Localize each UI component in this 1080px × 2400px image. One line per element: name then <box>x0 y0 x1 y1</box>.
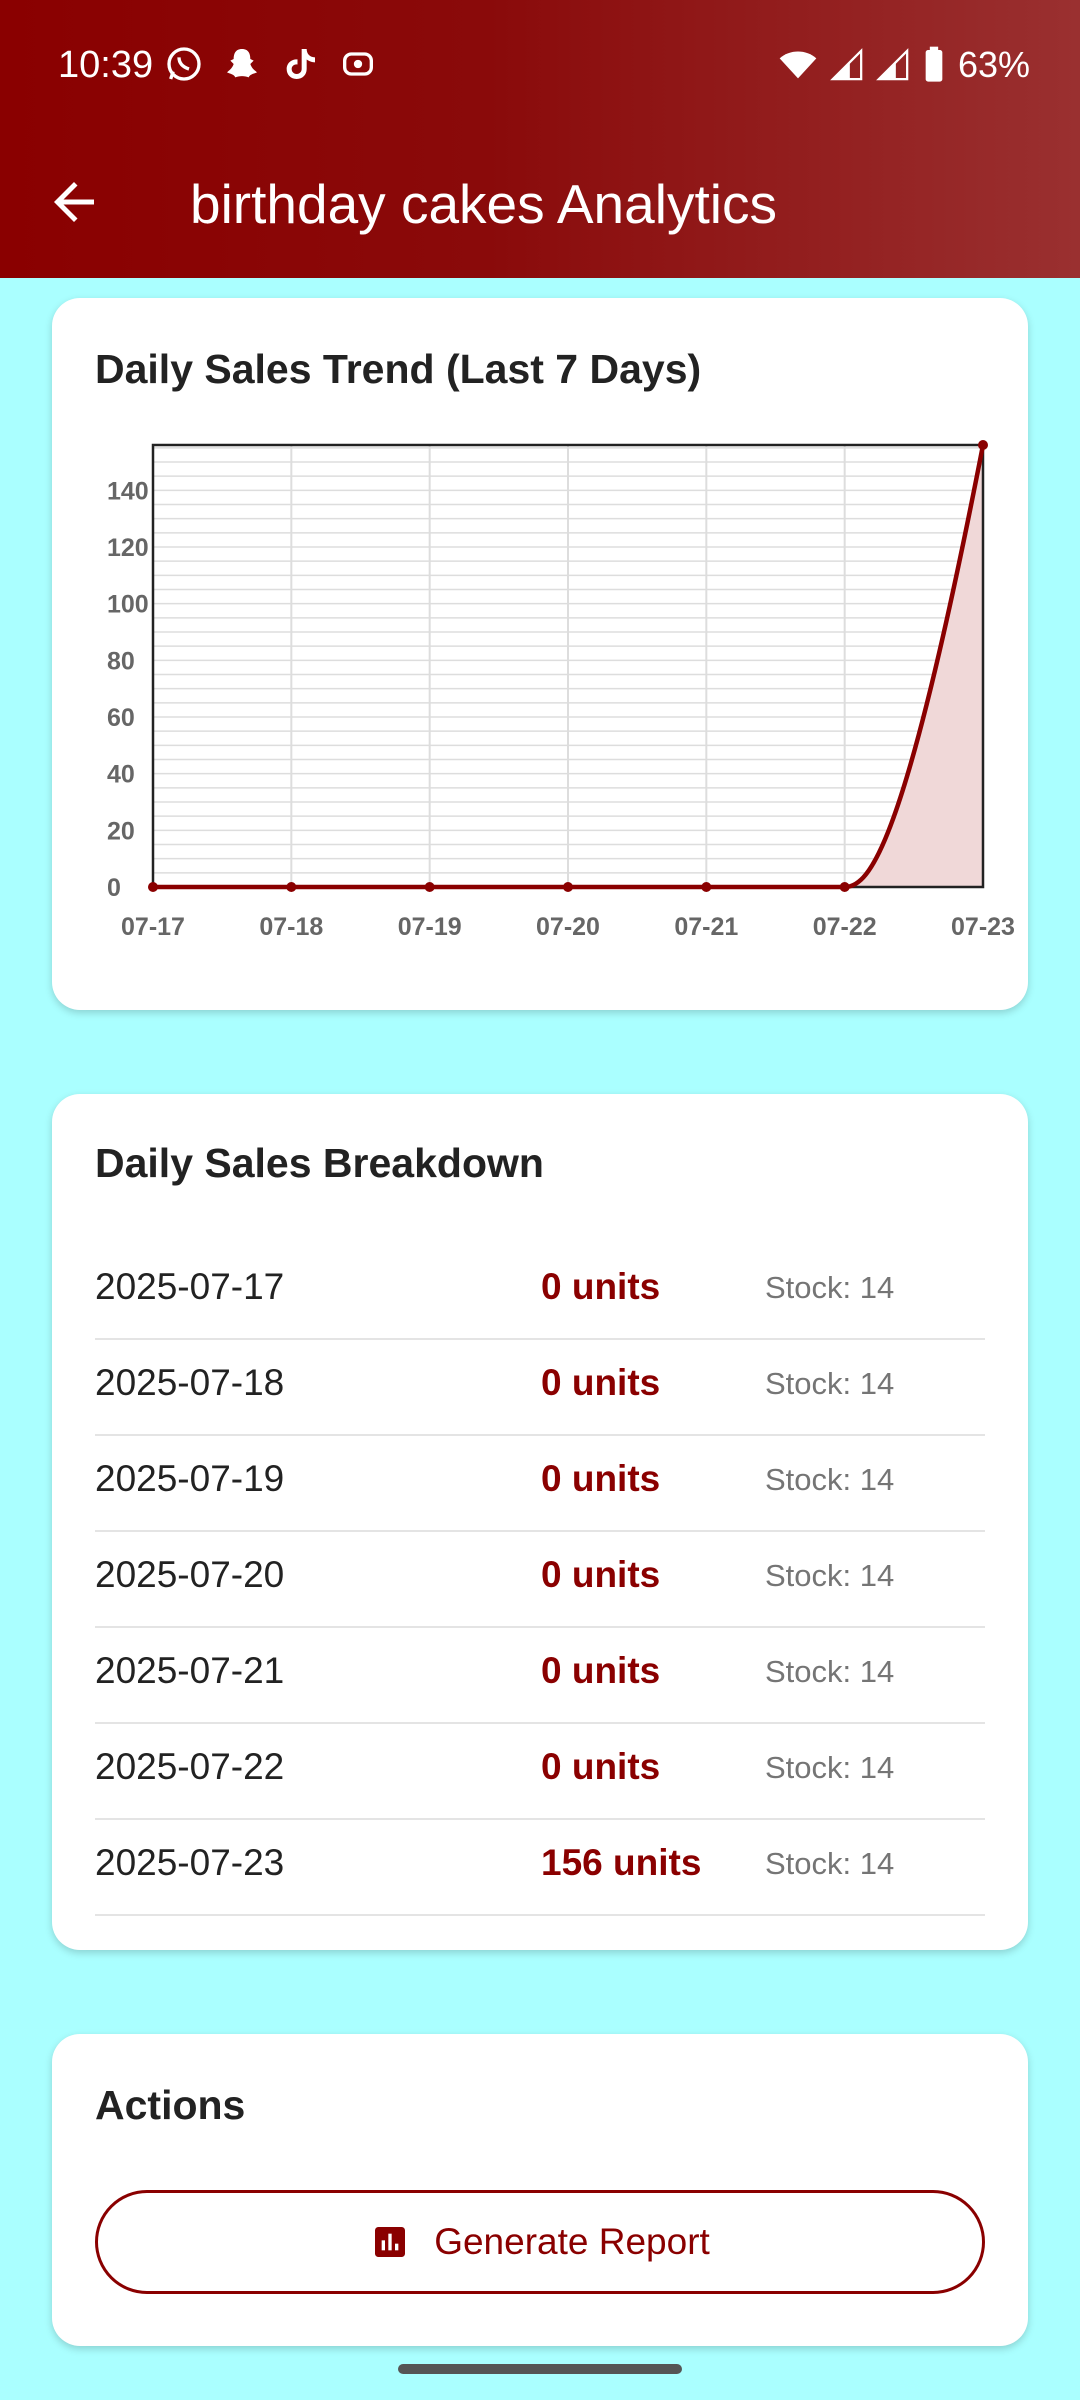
breakdown-title: Daily Sales Breakdown <box>95 1140 544 1186</box>
row-units: 0 units <box>541 1650 661 1691</box>
row-date: 2025-07-20 <box>95 1554 285 1595</box>
whatsapp-icon <box>167 47 201 81</box>
row-units: 0 units <box>541 1266 661 1307</box>
y-tick-label: 40 <box>107 761 135 789</box>
data-point <box>148 882 158 892</box>
wifi-icon <box>779 51 817 79</box>
battery-icon <box>925 46 943 82</box>
data-point <box>978 440 988 450</box>
x-tick-label: 07-18 <box>259 913 323 941</box>
data-point <box>424 882 435 892</box>
data-point <box>563 882 573 892</box>
list-item: 2025-07-18 0 units Stock: 14 <box>95 1340 985 1436</box>
row-date: 2025-07-17 <box>95 1266 285 1307</box>
x-tick-label: 07-20 <box>536 913 600 941</box>
bar-chart-icon <box>375 2227 406 2257</box>
row-date: 2025-07-18 <box>95 1362 285 1403</box>
y-tick-label: 0 <box>107 874 121 902</box>
chart-title: Daily Sales Trend (Last 7 Days) <box>95 346 702 392</box>
row-stock: Stock: 14 <box>765 1750 895 1785</box>
list-item: 2025-07-23 156 units Stock: 14 <box>95 1820 985 1916</box>
row-date: 2025-07-19 <box>95 1458 285 1499</box>
status-bar: 10:39 <box>0 0 1080 130</box>
row-date: 2025-07-21 <box>95 1650 285 1691</box>
data-point <box>701 882 712 892</box>
chart-area-fill <box>844 445 983 887</box>
x-tick-label: 07-23 <box>951 913 1015 941</box>
y-tick-label: 120 <box>107 534 149 562</box>
row-stock: Stock: 14 <box>765 1366 895 1401</box>
row-stock: Stock: 14 <box>765 1654 895 1689</box>
data-point <box>839 882 850 892</box>
x-tick-label: 07-22 <box>813 913 877 941</box>
signal-icon <box>830 48 863 81</box>
list-item: 2025-07-19 0 units Stock: 14 <box>95 1436 985 1532</box>
sales-breakdown-card: Daily Sales Breakdown 2025-07-17 0 units… <box>52 1094 1028 1950</box>
tiktok-icon <box>286 49 315 79</box>
actions-title: Actions <box>95 2082 246 2128</box>
list-item: 2025-07-21 0 units Stock: 14 <box>95 1628 985 1724</box>
list-item: 2025-07-17 0 units Stock: 14 <box>95 1244 985 1340</box>
row-date: 2025-07-22 <box>95 1746 285 1787</box>
y-tick-label: 60 <box>107 704 135 732</box>
snapchat-icon <box>227 49 257 78</box>
generate-report-label: Generate Report <box>434 2221 710 2262</box>
row-units: 0 units <box>541 1362 661 1403</box>
home-indicator[interactable] <box>398 2364 682 2374</box>
signal-icon <box>876 48 909 81</box>
y-tick-label: 100 <box>107 591 149 619</box>
list-item: 2025-07-22 0 units Stock: 14 <box>95 1724 985 1820</box>
sales-trend-chart: 0 20 40 60 80 100 120 140 07-17 07-18 07-19 07-20 07… <box>107 440 1015 941</box>
page-title: birthday cakes Analytics <box>190 173 777 235</box>
row-stock: Stock: 14 <box>765 1462 895 1497</box>
x-tick-label: 07-19 <box>398 913 462 941</box>
y-tick-label: 80 <box>107 647 135 675</box>
row-units: 156 units <box>541 1842 702 1883</box>
list-item: 2025-07-20 0 units Stock: 14 <box>95 1532 985 1628</box>
row-date: 2025-07-23 <box>95 1842 285 1883</box>
screen-record-icon <box>343 52 373 76</box>
top-app-bar: 10:39 <box>0 0 1080 278</box>
arrow-back-icon[interactable] <box>44 172 104 232</box>
sales-trend-card: Daily Sales Trend (Last 7 Days) 0 20 40 60 8… <box>52 298 1028 1010</box>
row-stock: Stock: 14 <box>765 1558 895 1593</box>
row-units: 0 units <box>541 1746 661 1787</box>
row-stock: Stock: 14 <box>765 1846 895 1881</box>
x-tick-label: 07-21 <box>674 913 738 941</box>
generate-report-button[interactable]: Generate Report <box>95 2190 985 2294</box>
status-time: 10:39 <box>58 44 154 86</box>
battery-percent: 63% <box>957 44 1030 85</box>
x-tick-label: 07-17 <box>121 913 185 941</box>
system-status-icons: 63% <box>778 44 1030 86</box>
actions-card: Actions Generate Report <box>52 2034 1028 2346</box>
row-stock: Stock: 14 <box>765 1270 895 1305</box>
row-units: 0 units <box>541 1554 661 1595</box>
breakdown-list: 2025-07-17 0 units Stock: 14 2025-07-18 … <box>95 1244 985 1916</box>
row-units: 0 units <box>541 1458 661 1499</box>
data-point <box>286 882 297 892</box>
y-tick-label: 20 <box>107 817 135 845</box>
y-tick-label: 140 <box>107 477 149 505</box>
